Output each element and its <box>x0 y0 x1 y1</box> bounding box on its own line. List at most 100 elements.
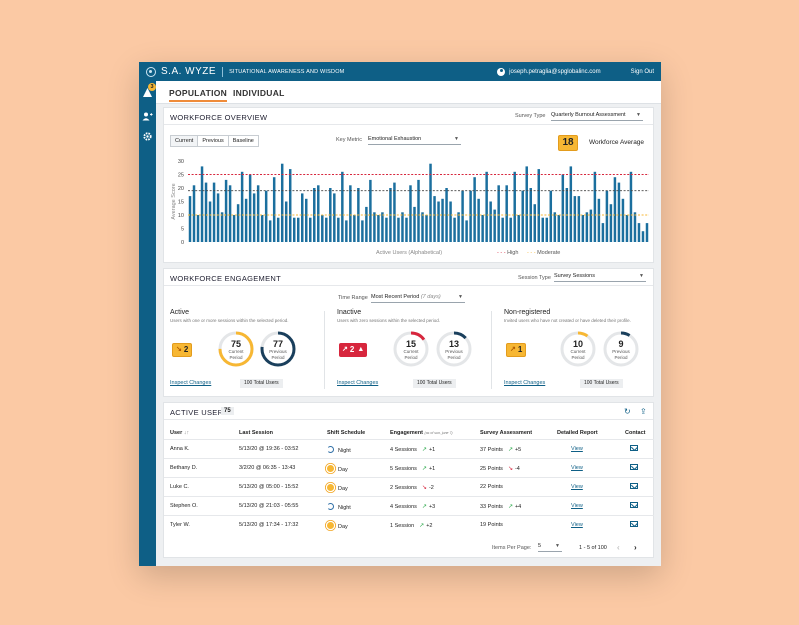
chart-bar[interactable] <box>208 201 212 243</box>
chart-bar[interactable] <box>188 196 192 242</box>
chart-bar[interactable] <box>413 206 416 242</box>
chart-bar[interactable] <box>601 223 605 242</box>
chart-bar[interactable] <box>268 220 272 242</box>
chart-bar[interactable] <box>252 193 256 242</box>
col-engagement[interactable]: Engagement (as of sun, june 7) <box>390 430 453 436</box>
chart-bar[interactable] <box>272 177 276 242</box>
refresh-icon[interactable]: ↻ <box>624 407 631 416</box>
chart-bar[interactable] <box>537 169 541 242</box>
chart-bar[interactable] <box>192 185 196 242</box>
chart-bar[interactable] <box>369 179 372 242</box>
chart-bar[interactable] <box>228 185 232 242</box>
chart-bar[interactable] <box>425 215 428 242</box>
chart-bar[interactable] <box>585 212 589 242</box>
view-report-link[interactable]: View <box>571 503 583 509</box>
chart-bar[interactable] <box>433 196 436 242</box>
chart-bar[interactable] <box>244 198 248 242</box>
chart-bar[interactable] <box>469 190 472 242</box>
chart-bar[interactable] <box>337 217 340 242</box>
chart-bar[interactable] <box>305 198 308 242</box>
sort-icon[interactable]: ↓↑ <box>183 430 190 436</box>
chart-bar[interactable] <box>505 185 508 242</box>
chart-bar[interactable] <box>617 182 621 242</box>
chart-bar[interactable] <box>473 177 476 242</box>
chart-bar[interactable] <box>200 166 204 242</box>
sign-out-link[interactable]: Sign Out <box>630 68 654 75</box>
chart-bar[interactable] <box>224 179 228 242</box>
chart-bar[interactable] <box>405 217 408 242</box>
chart-bar[interactable] <box>453 217 456 242</box>
chart-bar[interactable] <box>557 215 561 242</box>
mail-icon[interactable] <box>630 521 638 527</box>
chart-bar[interactable] <box>477 198 480 242</box>
user-name[interactable]: Stephen O. <box>170 503 198 509</box>
chart-bar[interactable] <box>573 196 577 242</box>
chart-bar[interactable] <box>256 185 260 242</box>
chart-bar[interactable] <box>521 190 524 242</box>
chart-bar[interactable] <box>409 185 412 242</box>
chart-bar[interactable] <box>457 212 460 242</box>
chart-bar[interactable] <box>509 217 512 242</box>
mail-icon[interactable] <box>630 464 638 470</box>
col-last-session[interactable]: Last Session <box>239 430 273 436</box>
chart-bar[interactable] <box>481 215 484 242</box>
chart-bar[interactable] <box>461 190 464 242</box>
chart-bar[interactable] <box>288 169 292 242</box>
session-type-select[interactable]: Survey Sessions ▼ <box>554 272 646 282</box>
chart-bar[interactable] <box>441 198 444 242</box>
period-current-button[interactable]: Current <box>171 136 199 146</box>
chart-bar[interactable] <box>437 201 440 243</box>
chart-bar[interactable] <box>621 198 625 242</box>
chart-bar[interactable] <box>593 171 597 242</box>
chart-bar[interactable] <box>321 215 324 242</box>
chart-bar[interactable] <box>485 171 488 242</box>
chart-bar[interactable] <box>541 217 545 242</box>
items-per-page-select[interactable]: 5 ▼ <box>538 542 562 552</box>
chart-bar[interactable] <box>260 215 264 242</box>
chart-bar[interactable] <box>401 212 404 242</box>
user-name[interactable]: Tyler W. <box>170 522 190 528</box>
chart-bar[interactable] <box>248 174 252 243</box>
chart-bar[interactable] <box>333 193 336 242</box>
survey-type-select[interactable]: Quarterly Burnout Assessment ▼ <box>551 111 643 121</box>
chart-bar[interactable] <box>421 212 424 242</box>
chart-bar[interactable] <box>236 204 240 242</box>
chart-bar[interactable] <box>429 163 432 242</box>
chart-bar[interactable] <box>373 212 376 242</box>
chart-bar[interactable] <box>637 223 641 242</box>
chart-bar[interactable] <box>569 166 573 242</box>
chart-bar[interactable] <box>561 174 565 243</box>
chart-bar[interactable] <box>220 212 224 242</box>
chart-bar[interactable] <box>417 179 420 242</box>
gear-icon[interactable] <box>142 131 153 142</box>
prev-page-icon[interactable]: ‹ <box>617 543 620 552</box>
user-email[interactable]: joseph.petraglia@spglobalinc.com <box>509 68 601 75</box>
chart-bar[interactable] <box>581 215 585 242</box>
user-name[interactable]: Bethany D. <box>170 465 198 471</box>
mail-icon[interactable] <box>630 483 638 489</box>
chart-bar[interactable] <box>605 190 609 242</box>
chart-bar[interactable] <box>393 182 396 242</box>
col-survey-assessment[interactable]: Survey Assessment <box>480 430 533 436</box>
chart-bar[interactable] <box>216 193 220 242</box>
user-name[interactable]: Luke C. <box>170 484 189 490</box>
inspect-changes-link[interactable]: Inspect Changes <box>170 380 212 386</box>
chart-bar[interactable] <box>613 177 617 242</box>
mail-icon[interactable] <box>630 445 638 451</box>
users-icon[interactable] <box>142 111 153 122</box>
chart-bar[interactable] <box>549 190 553 242</box>
view-report-link[interactable]: View <box>571 465 583 471</box>
view-report-link[interactable]: View <box>571 446 583 452</box>
chart-bar[interactable] <box>204 182 208 242</box>
chart-bar[interactable] <box>377 215 380 242</box>
chart-bar[interactable] <box>489 201 492 243</box>
chart-bar[interactable] <box>353 215 356 242</box>
chart-bar[interactable] <box>577 196 581 242</box>
alert-icon[interactable]: 3 <box>142 83 156 98</box>
chart-bar[interactable] <box>445 188 448 242</box>
key-metric-select[interactable]: Emotional Exhaustion ▼ <box>368 135 461 145</box>
chart-bar[interactable] <box>609 204 613 242</box>
period-previous-button[interactable]: Previous <box>198 136 229 146</box>
col-shift-schedule[interactable]: Shift Schedule <box>327 430 366 436</box>
chart-bar[interactable] <box>501 217 504 242</box>
